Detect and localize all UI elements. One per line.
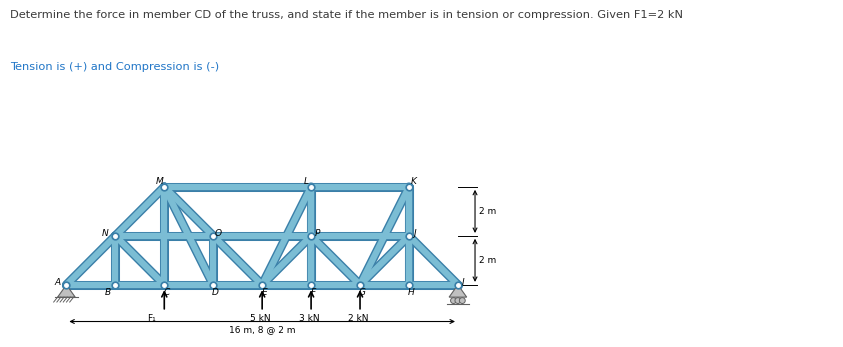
Circle shape bbox=[455, 298, 461, 304]
Text: B: B bbox=[105, 288, 111, 297]
Text: P: P bbox=[314, 229, 319, 238]
Circle shape bbox=[450, 298, 456, 304]
Text: D: D bbox=[212, 288, 219, 297]
Text: 16 m, 8 @ 2 m: 16 m, 8 @ 2 m bbox=[229, 325, 295, 335]
Text: 2 m: 2 m bbox=[479, 207, 497, 216]
Text: 3 kN: 3 kN bbox=[299, 314, 319, 323]
Text: A: A bbox=[55, 278, 61, 287]
Text: F₁: F₁ bbox=[148, 314, 156, 323]
Text: 2 m: 2 m bbox=[479, 256, 497, 265]
Text: N: N bbox=[102, 229, 109, 238]
Text: G: G bbox=[359, 288, 366, 297]
Text: L: L bbox=[303, 177, 309, 186]
Text: H: H bbox=[408, 288, 415, 297]
Text: E: E bbox=[261, 288, 267, 297]
Text: K: K bbox=[411, 177, 416, 186]
Text: 2 kN: 2 kN bbox=[348, 314, 368, 323]
Circle shape bbox=[459, 298, 465, 304]
Text: I: I bbox=[461, 278, 464, 287]
Text: C: C bbox=[164, 288, 169, 297]
Polygon shape bbox=[449, 285, 467, 297]
Polygon shape bbox=[57, 285, 75, 297]
Text: 5 kN: 5 kN bbox=[250, 314, 271, 323]
Text: J: J bbox=[414, 229, 416, 238]
Text: Tension is (+) and Compression is (-): Tension is (+) and Compression is (-) bbox=[10, 62, 219, 73]
Text: O: O bbox=[215, 229, 222, 238]
Text: Determine the force in member CD of the truss, and state if the member is in ten: Determine the force in member CD of the … bbox=[10, 10, 683, 20]
Text: M: M bbox=[155, 177, 164, 186]
Text: F: F bbox=[311, 288, 316, 297]
